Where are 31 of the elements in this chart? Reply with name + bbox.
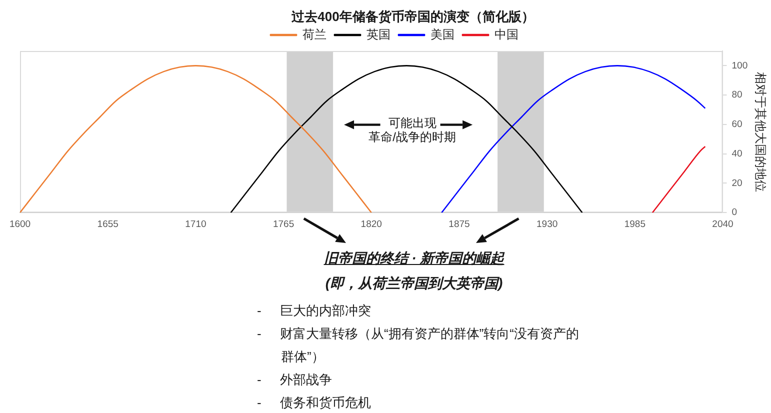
annotation: 可能出现 xyxy=(388,116,436,130)
x-tick-label: 1765 xyxy=(272,218,294,230)
y-tick-label: 20 xyxy=(732,178,742,189)
x-tick-label: 1985 xyxy=(624,218,646,230)
x-tick-label: 1710 xyxy=(185,218,206,230)
x-tick-label: 2040 xyxy=(712,218,734,230)
text: 旧帝国的终结 · 新帝国的崛起 xyxy=(324,250,504,266)
y-tick-label: 60 xyxy=(732,119,742,130)
legend-label: 中国 xyxy=(494,27,518,42)
legend-label: 英国 xyxy=(366,27,390,42)
annotation: 革命/战争的时期 xyxy=(368,130,456,144)
y-tick-label: 80 xyxy=(732,90,742,101)
y-tick-label: 100 xyxy=(732,60,748,72)
text: - 债务和货币危机 xyxy=(257,394,372,412)
text: - 财富大量转移（从“拥有资产的群体”转向“没有资产的群体”） xyxy=(257,325,580,366)
x-tick-label: 1600 xyxy=(9,218,31,230)
x-tick-label: 1930 xyxy=(536,218,558,230)
x-tick-label: 1875 xyxy=(448,218,470,230)
legend-label: 美国 xyxy=(430,27,454,42)
y-tick-label: 40 xyxy=(732,148,742,160)
y-tick-label: 0 xyxy=(732,207,738,218)
y-axis-title: 相对于其他大国的地位 xyxy=(753,72,768,192)
line-series xyxy=(230,65,583,213)
text: - 外部战争 xyxy=(257,371,333,389)
chart-title: 过去400年储备货币帝国的演变（简化版） xyxy=(290,8,536,26)
text: - 巨大的内部冲突 xyxy=(257,302,372,320)
legend-label: 荷兰 xyxy=(302,27,326,42)
x-tick-label: 1655 xyxy=(97,218,118,230)
text: (即，从荷兰帝国到大英帝国) xyxy=(324,274,504,293)
x-tick-label: 1820 xyxy=(360,218,382,230)
line-series xyxy=(652,146,706,213)
